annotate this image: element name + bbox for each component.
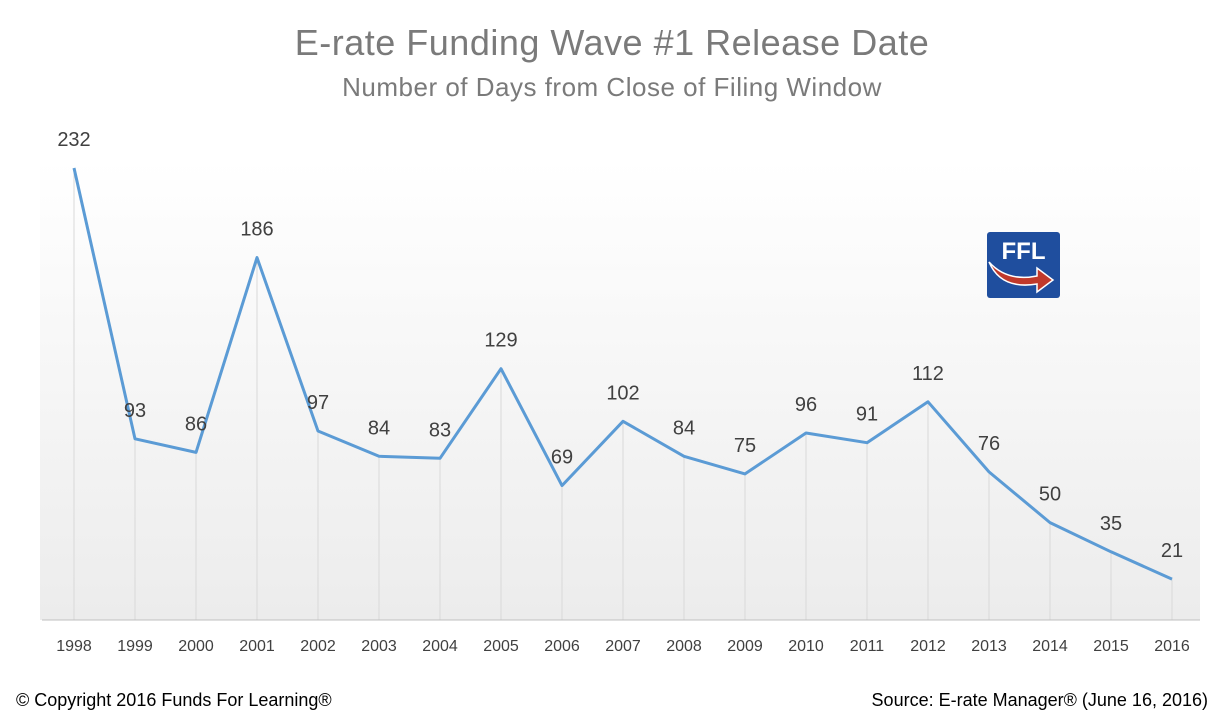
data-label: 35 — [1100, 513, 1122, 535]
x-tick-label: 2011 — [850, 638, 885, 655]
x-tick-label: 2009 — [727, 638, 763, 655]
series-line — [72, 167, 1173, 581]
x-tick-label: 1999 — [117, 638, 153, 655]
data-label: 112 — [912, 363, 944, 385]
data-label: 93 — [124, 400, 146, 422]
data-label: 69 — [551, 447, 573, 469]
ffl-logo: FFL — [987, 232, 1060, 298]
data-label: 102 — [606, 382, 639, 404]
data-label: 232 — [57, 129, 90, 151]
data-label: 50 — [1039, 484, 1061, 506]
x-tick-label: 2016 — [1154, 638, 1190, 655]
x-tick-label: 2003 — [361, 638, 397, 655]
x-tick-label: 2010 — [788, 638, 824, 655]
x-tick-label: 2001 — [239, 638, 275, 655]
data-label: 96 — [795, 394, 817, 416]
data-label: 75 — [734, 435, 756, 457]
x-tick-label: 2013 — [971, 638, 1007, 655]
logo-text: FFL — [1002, 238, 1046, 265]
data-label: 83 — [429, 419, 451, 441]
x-tick-label: 2008 — [666, 638, 702, 655]
data-label: 186 — [240, 219, 273, 241]
data-label: 97 — [307, 392, 329, 414]
data-label: 129 — [484, 330, 517, 352]
x-tick-label: 2007 — [605, 638, 641, 655]
source-text: Source: E-rate Manager® (June 16, 2016) — [871, 690, 1208, 710]
copyright-text: © Copyright 2016 Funds For Learning® — [16, 690, 332, 710]
drop-lines — [73, 168, 1173, 620]
x-tick-label: 2006 — [544, 638, 580, 655]
chart-subtitle: Number of Days from Close of Filing Wind… — [342, 72, 882, 102]
data-label: 76 — [978, 433, 1000, 455]
data-label: 84 — [368, 417, 390, 439]
chart-title: E-rate Funding Wave #1 Release Date — [294, 22, 930, 63]
x-tick-label: 2015 — [1093, 638, 1129, 655]
x-tick-label: 2005 — [483, 638, 519, 655]
x-tick-label: 2012 — [910, 638, 946, 655]
x-tick-label: 1998 — [56, 638, 92, 655]
x-tick-labels: 1998 1999 2000 2001 2002 2003 2004 2005 2006 2007… — [56, 638, 1190, 655]
data-label: 84 — [673, 417, 695, 439]
data-labels: 232 93 86 186 97 84 83 129 69 102 84 75 96 91 112 76 50 3… — [57, 129, 1183, 562]
x-tick-label: 2002 — [300, 638, 336, 655]
x-tick-label: 2000 — [178, 638, 214, 655]
data-label: 86 — [185, 413, 207, 435]
data-label: 21 — [1161, 540, 1183, 562]
x-tick-label: 2014 — [1032, 638, 1068, 655]
x-tick-label: 2004 — [422, 638, 458, 655]
data-label: 91 — [856, 404, 878, 426]
